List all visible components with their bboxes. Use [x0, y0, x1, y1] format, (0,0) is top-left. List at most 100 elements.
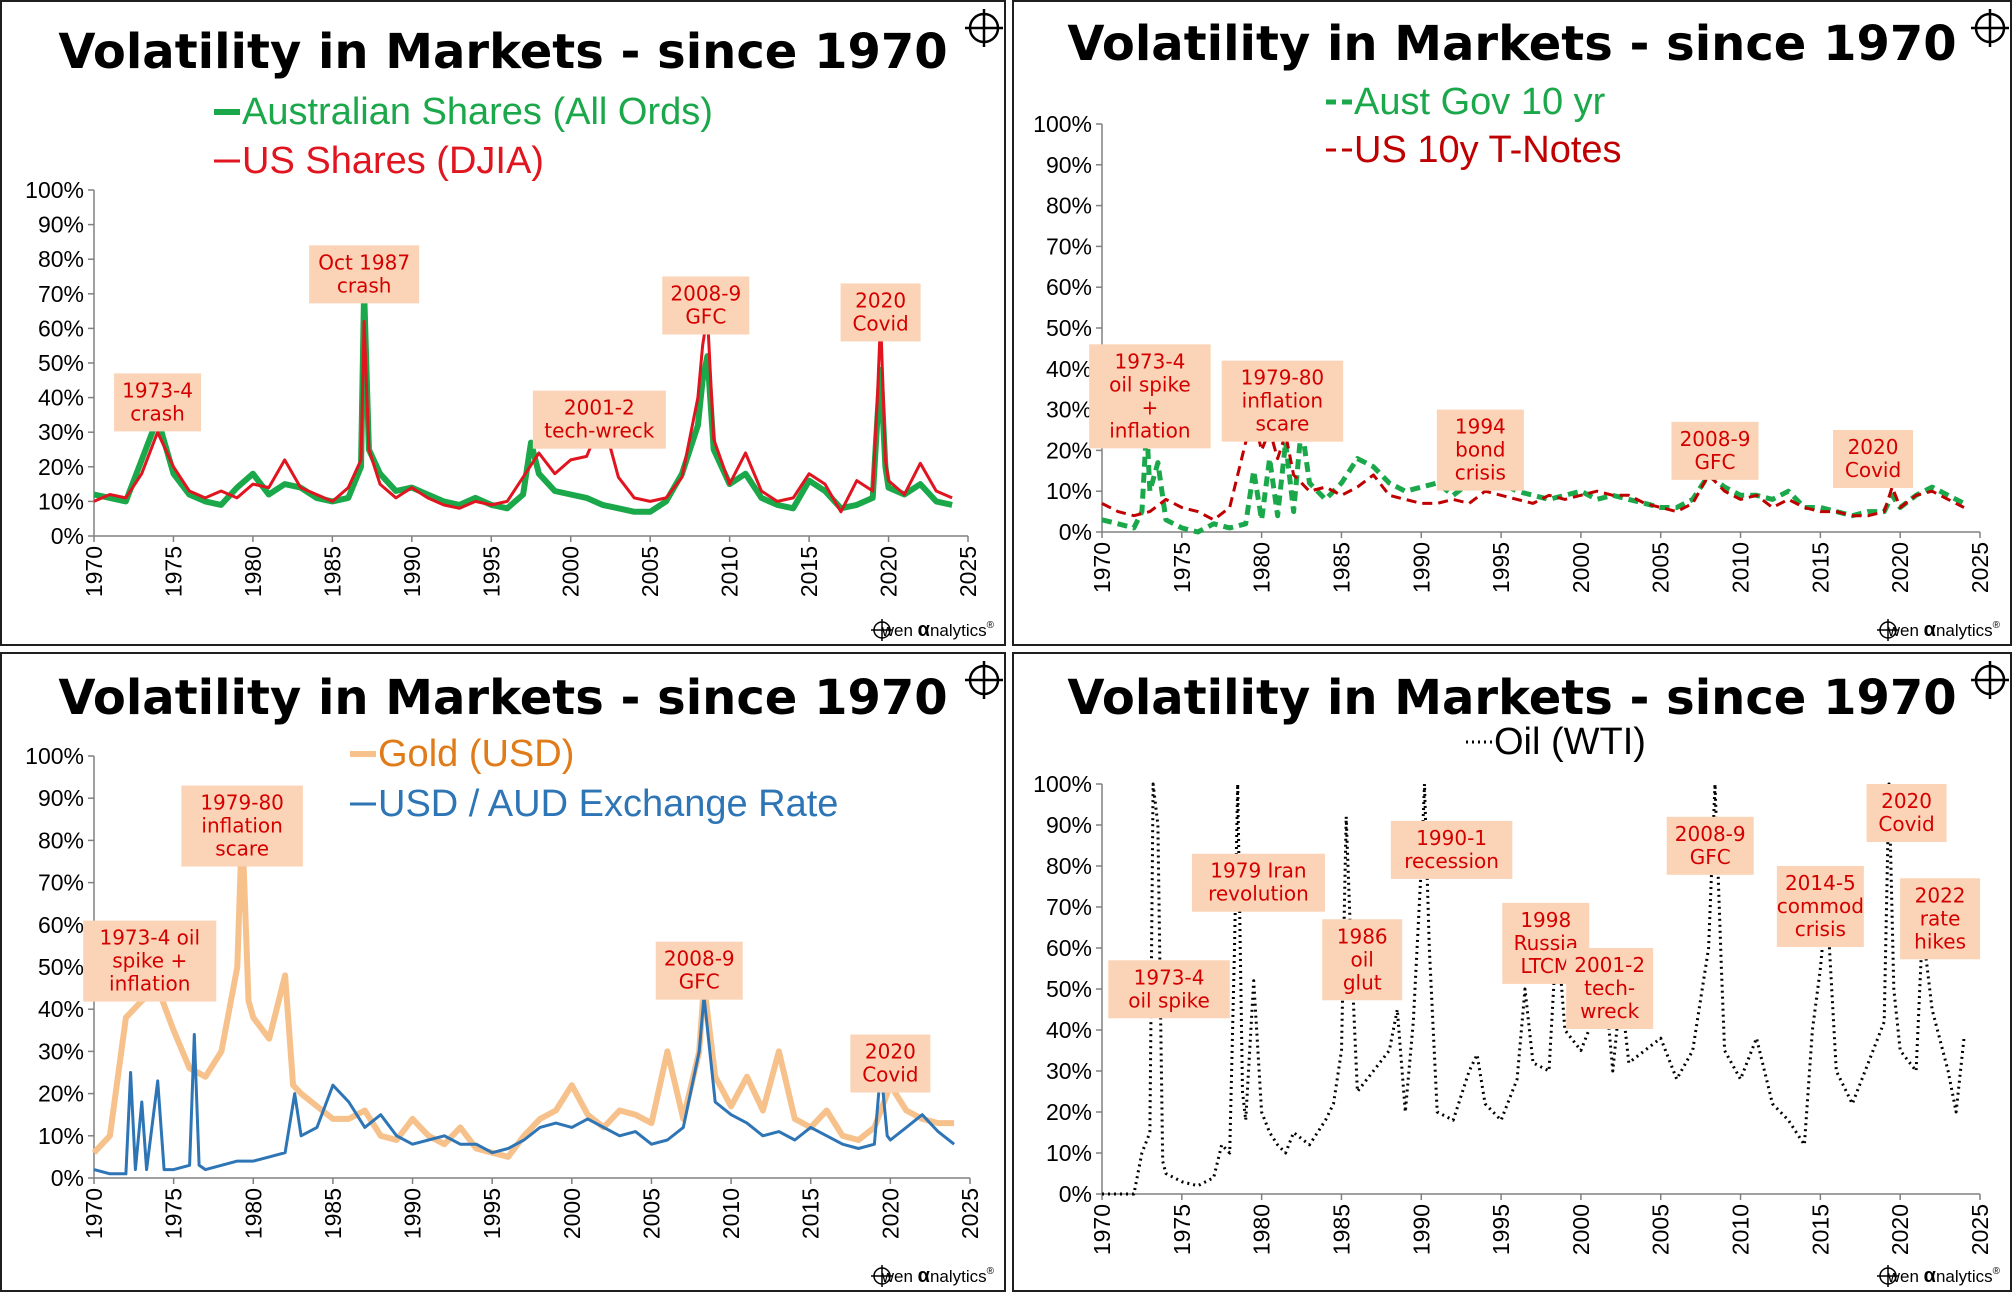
- annotation-text: GFC: [1695, 450, 1736, 474]
- annotation-text: inflation: [1242, 389, 1323, 413]
- annotation-box: [532, 390, 666, 449]
- series-line-0: [91, 820, 955, 1160]
- y-tick-label: 70%: [1046, 894, 1092, 920]
- x-tick-label: 1990: [1408, 1204, 1434, 1255]
- annotation-text: GFC: [1690, 845, 1731, 869]
- annotation-text: 1973-4: [1134, 965, 1205, 989]
- annotation-box: [309, 245, 420, 304]
- x-tick-label: 2005: [637, 546, 663, 597]
- x-tick-label: 2010: [1728, 542, 1754, 593]
- annotation-text: tech-: [1584, 976, 1635, 1000]
- legend-entry: US Shares (DJIA): [242, 140, 544, 182]
- annotation-box: [850, 1034, 931, 1093]
- x-tick-label: 1995: [478, 546, 504, 597]
- y-tick-label: 40%: [1046, 1017, 1092, 1043]
- x-tick-label: 2010: [717, 546, 743, 597]
- annotation-box: [1322, 919, 1403, 1001]
- annotation-text: bond: [1455, 438, 1505, 462]
- x-tick-label: 1985: [320, 1188, 346, 1239]
- chart-panel-shares: Volatility in Markets - since 1970 0% 10% 2…: [0, 0, 1006, 646]
- annotation-box: [1866, 784, 1947, 842]
- y-tick-label: 0%: [1059, 1181, 1092, 1207]
- annotation-text: inflation: [201, 814, 282, 838]
- x-tick-label: 1975: [160, 546, 186, 597]
- series-line-0: [1101, 423, 1966, 535]
- logo-text: wen αnalytics®: [1887, 1265, 2001, 1287]
- annotation-box: [1900, 878, 1981, 960]
- y-tick-label: 20%: [1046, 437, 1092, 463]
- annotation-text: wreck: [1580, 999, 1639, 1023]
- annotation-box: [1221, 360, 1344, 442]
- logo-crosshair-icon: [1877, 619, 1899, 641]
- annotation-text: 2001-2: [564, 396, 635, 420]
- x-tick-label: 2015: [1807, 542, 1833, 593]
- x-tick-label: 1990: [399, 546, 425, 597]
- chart-panel-oil: Volatility in Markets - since 1970 0% 10% 2…: [1012, 652, 2012, 1292]
- annotation-text: revolution: [1208, 882, 1309, 906]
- y-tick-label: 90%: [1046, 152, 1092, 178]
- logo-text: wen αnalytics®: [881, 619, 995, 641]
- annotation-text: tech-wreck: [544, 419, 654, 443]
- x-tick-label: 2010: [1728, 1204, 1754, 1255]
- chart-panel-bonds: Volatility in Markets - since 1970 0% 10% 2…: [1012, 0, 2012, 646]
- logo-crosshair-icon: [1877, 1265, 1899, 1287]
- x-tick-label: 2015: [796, 546, 822, 597]
- annotation-text: crisis: [1795, 917, 1846, 941]
- y-tick-label: 10%: [38, 1123, 84, 1149]
- annotation-text: glut: [1343, 970, 1382, 994]
- annotation-text: 1973-4: [1114, 349, 1185, 373]
- x-tick-label: 2010: [718, 1188, 744, 1239]
- y-tick-label: 20%: [1046, 1099, 1092, 1125]
- y-tick-label: 100%: [1033, 111, 1092, 137]
- x-tick-label: 1980: [1249, 542, 1275, 593]
- y-tick-label: 70%: [1046, 233, 1092, 259]
- annotation-text: 2020: [865, 1040, 916, 1064]
- x-tick-label: 1970: [1089, 542, 1115, 593]
- x-tick-label: 1975: [1169, 1204, 1195, 1255]
- annotation-text: 1973-4: [122, 378, 193, 402]
- annotation-text: oil spike: [1109, 372, 1191, 396]
- y-tick-label: 50%: [38, 954, 84, 980]
- legend-entry: Oil (WTI): [1494, 721, 1646, 763]
- y-tick-label: 20%: [38, 454, 84, 480]
- y-tick-label: 40%: [1046, 356, 1092, 382]
- y-tick-label: 80%: [38, 246, 84, 272]
- y-tick-label: 60%: [1046, 935, 1092, 961]
- legend-entry: US 10y T-Notes: [1354, 129, 1622, 171]
- annotation-box: [1833, 430, 1914, 488]
- annotation-text: scare: [215, 837, 269, 861]
- logo-crosshair-icon: [871, 1265, 893, 1287]
- annotation-box: [1436, 409, 1524, 491]
- annotation-box: [1666, 816, 1754, 875]
- y-tick-label: 30%: [1046, 397, 1092, 423]
- annotation-text: 2020: [1848, 435, 1899, 459]
- y-tick-label: 0%: [1059, 519, 1092, 545]
- x-tick-label: 2020: [877, 1188, 903, 1239]
- legend-entry: Gold (USD): [378, 733, 574, 775]
- y-tick-label: 50%: [1046, 976, 1092, 1002]
- annotation-box: [840, 283, 921, 342]
- annotation-box: [1566, 948, 1654, 1029]
- annotation-text: oil: [1351, 947, 1374, 971]
- y-tick-label: 80%: [1046, 193, 1092, 219]
- annotation-text: 1979-80: [1241, 366, 1325, 390]
- y-tick-label: 70%: [38, 870, 84, 896]
- x-tick-label: 1990: [1408, 542, 1434, 593]
- y-tick-label: 0%: [51, 1165, 84, 1191]
- annotation-text: LTCM: [1520, 954, 1571, 978]
- x-tick-label: 2025: [1967, 1204, 1993, 1255]
- x-tick-label: 1970: [81, 1188, 107, 1239]
- owen-analytics-logo: wen αnalytics®: [1877, 1265, 2001, 1287]
- annotation-text: +: [1142, 395, 1159, 419]
- y-tick-label: 100%: [25, 177, 84, 203]
- annotation-box: [83, 920, 217, 1002]
- annotation-box: [1671, 421, 1759, 480]
